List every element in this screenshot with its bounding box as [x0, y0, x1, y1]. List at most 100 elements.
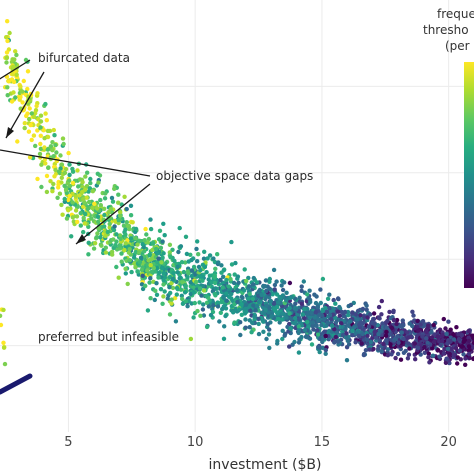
scatter-point	[201, 302, 206, 307]
scatter-point	[266, 310, 271, 315]
scatter-point	[246, 284, 252, 289]
scatter-point	[74, 214, 80, 219]
scatter-point	[161, 271, 167, 276]
scatter-point	[224, 291, 229, 296]
scatter-point	[200, 278, 205, 283]
scatter-point	[288, 295, 294, 300]
scatter-point	[2, 361, 8, 367]
scatter-point	[148, 226, 154, 232]
scatter-point	[88, 176, 93, 182]
x-tick-label: 10	[187, 435, 204, 450]
scatter-point	[83, 174, 88, 179]
scatter-point	[320, 307, 325, 312]
scatter-point	[280, 287, 286, 293]
scatter-point	[70, 166, 75, 172]
scatter-point	[148, 296, 153, 301]
scatter-point	[168, 290, 173, 296]
scatter-point	[235, 299, 240, 305]
scatter-point	[309, 342, 315, 347]
preferred-line	[0, 373, 33, 395]
scatter-point	[293, 307, 299, 312]
scatter-point	[284, 315, 289, 320]
scatter-point	[169, 301, 174, 306]
scatter-point	[256, 331, 262, 337]
scatter-point	[233, 260, 238, 266]
scatter-point	[38, 146, 44, 151]
scatter-point	[221, 336, 227, 341]
scatter-point	[383, 320, 389, 325]
scatter-point	[309, 310, 314, 316]
scatter-point	[50, 189, 55, 194]
scatter-point	[116, 192, 121, 197]
scatter-point	[5, 85, 10, 90]
arrow-gaps	[75, 183, 151, 245]
scatter-point	[410, 309, 415, 314]
scatter-point	[244, 278, 249, 284]
scatter-point	[102, 196, 108, 201]
scatter-point	[376, 331, 381, 337]
scatter-point	[246, 296, 251, 301]
scatter-point	[331, 297, 336, 303]
scatter-point	[194, 246, 199, 252]
scatter-point	[466, 344, 472, 349]
scatter-point	[131, 255, 137, 260]
scatter-point	[161, 282, 166, 287]
scatter-point	[350, 328, 355, 333]
scatter-point	[147, 252, 152, 257]
scatter-point	[287, 280, 293, 286]
scatter-point	[293, 301, 298, 306]
scatter-point	[125, 223, 130, 229]
scatter-point	[388, 342, 393, 347]
arrowhead-gaps	[76, 234, 86, 244]
scatter-point	[118, 236, 123, 241]
scatter-point	[84, 195, 89, 200]
scatter-point	[345, 309, 351, 315]
x-tick-label: 15	[314, 435, 331, 450]
scatter-point	[301, 315, 307, 321]
scatter-point	[142, 283, 148, 288]
arrow-bifurcated-left	[0, 59, 31, 80]
scatter-point	[319, 322, 324, 328]
scatter-point	[34, 103, 39, 109]
scatter-point	[328, 317, 334, 322]
scatter-point	[208, 312, 214, 318]
scatter-point	[313, 310, 318, 315]
scatter-point	[217, 319, 222, 324]
scatter-point	[95, 171, 101, 176]
scatter-point	[216, 260, 221, 265]
scatter-point	[118, 210, 123, 215]
scatter-point	[29, 137, 34, 143]
scatter-point	[432, 339, 437, 345]
scatter-point	[182, 290, 188, 295]
scatter-point	[207, 273, 213, 278]
scatter-point	[156, 237, 162, 242]
scatter-point	[176, 249, 181, 255]
scatter-point	[96, 219, 101, 224]
scatter-point	[422, 344, 427, 350]
scatter-point	[372, 321, 377, 326]
scatter-point	[57, 191, 63, 196]
scatter-point	[398, 346, 403, 352]
scatter-point	[66, 208, 71, 213]
scatter-point	[86, 199, 92, 205]
scatter-point	[423, 336, 429, 341]
scatter-point	[112, 218, 118, 224]
scatter-point	[171, 271, 176, 276]
scatter-point	[275, 300, 281, 305]
scatter-point	[388, 316, 393, 321]
scatter-point	[123, 271, 128, 276]
scatter-point	[127, 247, 132, 252]
scatter-point	[149, 269, 154, 274]
scatter-point	[442, 346, 447, 352]
scatter-point	[426, 351, 431, 356]
scatter-point	[435, 334, 440, 339]
scatter-point	[53, 142, 58, 148]
scatter-point	[280, 293, 286, 298]
scatter-point	[266, 332, 272, 337]
scatter-point	[255, 303, 260, 309]
scatter-point	[154, 292, 160, 297]
scatter-point	[471, 333, 474, 338]
scatter-point	[157, 270, 162, 275]
scatter-point	[290, 342, 295, 347]
scatter-point	[55, 195, 60, 200]
